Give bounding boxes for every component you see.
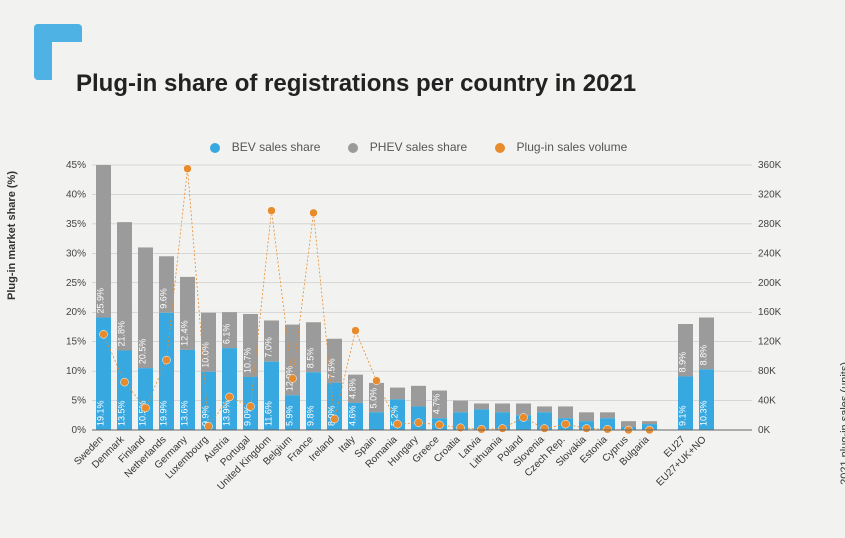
volume-marker xyxy=(394,420,402,428)
y-right-tick: 0K xyxy=(758,425,771,436)
phev-value-label: 9.6% xyxy=(159,288,169,309)
bev-value-label: 9.8% xyxy=(306,405,316,426)
phev-value-label: 4.8% xyxy=(348,378,358,399)
volume-marker xyxy=(310,209,318,217)
y-left-tick: 25% xyxy=(66,278,86,289)
bar-phev xyxy=(537,406,552,412)
volume-marker xyxy=(184,165,192,173)
y-right-tick: 200K xyxy=(758,278,782,289)
volume-marker xyxy=(520,413,528,421)
bar-phev xyxy=(558,406,573,418)
bar-phev xyxy=(495,404,510,413)
bev-value-label: 13.6% xyxy=(180,400,190,426)
phev-value-label: 4.7% xyxy=(432,394,442,415)
chart: 0% 5% 10% 15% 20% 25% 30% 35% 40% 45% 0K 40K 80K 120K… xyxy=(40,160,810,520)
y-right-tick: 40K xyxy=(758,396,776,407)
y-right-tick: 80K xyxy=(758,366,776,377)
phev-value-label: 7.0% xyxy=(264,337,274,358)
volume-marker xyxy=(121,378,129,386)
phev-value-label: 20.5% xyxy=(138,339,148,365)
bev-value-label: 19.1% xyxy=(96,400,106,426)
y-right-tick: 280K xyxy=(758,219,782,230)
volume-marker xyxy=(478,425,486,433)
volume-marker xyxy=(289,374,297,382)
y-right-tick: 360K xyxy=(758,160,782,171)
volume-marker xyxy=(541,425,549,433)
bar-phev xyxy=(474,404,489,410)
phev-value-label: 8.8% xyxy=(699,345,709,366)
volume-marker xyxy=(247,402,255,410)
y-left-tick: 35% xyxy=(66,219,86,230)
bev-swatch xyxy=(210,143,220,153)
bar-phev xyxy=(579,412,594,421)
legend-phev: PHEV sales share xyxy=(348,140,475,154)
phev-value-label: 25.9% xyxy=(96,288,106,314)
phev-swatch xyxy=(348,143,358,153)
y-left-tick: 20% xyxy=(66,307,86,318)
phev-value-label: 21.8% xyxy=(117,321,127,347)
phev-value-label: 10.7% xyxy=(243,347,253,373)
phev-value-label: 12.4% xyxy=(180,320,190,346)
y-left-tick: 40% xyxy=(66,189,86,200)
phev-value-label: 7.5% xyxy=(327,358,337,379)
legend-vol: Plug-in sales volume xyxy=(495,140,636,154)
y-right-tick: 120K xyxy=(758,337,782,348)
y-right-tick: 160K xyxy=(758,307,782,318)
volume-marker xyxy=(604,425,612,433)
volume-marker xyxy=(583,425,591,433)
volume-marker xyxy=(436,421,444,429)
volume-marker xyxy=(415,419,423,427)
bar-phev xyxy=(642,421,657,424)
bar-phev xyxy=(600,412,615,418)
y-left-tick: 10% xyxy=(66,366,86,377)
volume-marker xyxy=(205,422,213,430)
bar-phev xyxy=(411,386,426,407)
chart-title: Plug-in share of registrations per count… xyxy=(76,70,636,98)
volume-marker xyxy=(142,404,150,412)
bev-value-label: 10.3% xyxy=(699,400,709,426)
y-left-tick: 15% xyxy=(66,337,86,348)
phev-value-label: 8.5% xyxy=(306,348,316,369)
volume-marker xyxy=(562,420,570,428)
bev-value-label: 5.9% xyxy=(285,405,295,426)
bev-value-label: 9.1% xyxy=(678,405,688,426)
volume-marker xyxy=(457,424,465,432)
volume-marker xyxy=(100,330,108,338)
bev-value-label: 4.6% xyxy=(348,405,358,426)
y-right-tick: 320K xyxy=(758,189,782,200)
bar-phev xyxy=(390,388,405,400)
legend-bev: BEV sales share xyxy=(210,140,329,154)
phev-value-label: 6.1% xyxy=(222,324,232,345)
y-left-label: Plug-in market share (%) xyxy=(6,171,18,300)
y-right-label: 2021 plug-in sales (units) xyxy=(839,362,845,485)
y-left-tick: 0% xyxy=(72,425,87,436)
volume-marker xyxy=(163,356,171,364)
bev-value-label: 13.5% xyxy=(117,400,127,426)
phev-value-label: 5.0% xyxy=(369,388,379,409)
bev-value-label: 13.9% xyxy=(222,400,232,426)
volume-marker xyxy=(268,207,276,215)
bev-value-label: 19.9% xyxy=(159,400,169,426)
bar-bev xyxy=(369,412,384,430)
volume-marker xyxy=(226,393,234,401)
volume-marker xyxy=(499,425,507,433)
phev-value-label: 8.9% xyxy=(678,352,688,373)
volume-marker xyxy=(352,327,360,335)
y-left-tick: 45% xyxy=(66,160,86,171)
vol-swatch xyxy=(495,143,505,153)
y-right-tick: 240K xyxy=(758,248,782,259)
bar-phev xyxy=(453,401,468,413)
brand-logo xyxy=(34,24,82,80)
y-left-tick: 30% xyxy=(66,248,86,259)
bev-value-label: 11.6% xyxy=(264,401,274,426)
volume-marker xyxy=(373,377,381,385)
y-left-tick: 5% xyxy=(72,396,87,407)
legend: BEV sales share PHEV sales share Plug-in… xyxy=(0,140,845,154)
volume-marker xyxy=(331,415,339,423)
